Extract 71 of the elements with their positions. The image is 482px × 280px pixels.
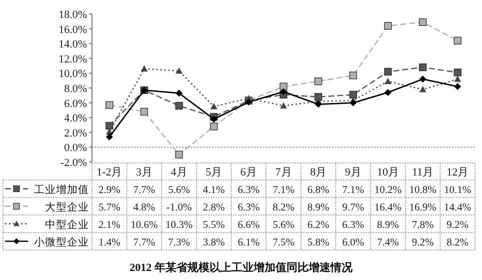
data-label: 10.2% [374,184,402,196]
legend-label: 大型企业 [45,200,89,214]
data-label: 2.9% [98,184,121,196]
data-label: 2.1% [98,220,121,231]
x-tick-label: 9月 [344,166,362,178]
data-label: 6.2% [307,220,330,231]
data-label: 4.1% [202,184,226,196]
data-label: 5.5% [202,220,226,231]
y-tick-label: 0.0% [64,142,87,154]
data-label: 6.3% [342,220,364,231]
data-label: 3.8% [202,237,226,248]
data-label: 2.8% [202,202,226,214]
data-label: 7.1% [342,184,364,196]
x-tick-label: 7月 [275,166,292,178]
data-label: 10.3% [165,220,193,231]
data-label: 7.5% [272,237,295,248]
data-label: 14.4% [444,202,472,214]
y-tick-label: -2.0% [60,157,87,169]
data-label: 8.9% [307,202,330,214]
legend-label: 中型企业 [45,218,89,231]
data-label: 5.8% [307,237,330,248]
x-tick-label: 12月 [446,166,469,178]
legend-label: 小微型企业 [34,235,89,248]
data-label: 6.3% [238,202,260,214]
data-label: 1.4% [98,237,121,248]
data-label: 16.4% [374,202,402,214]
y-tick-label: 10.0% [58,68,87,80]
data-label: 7.7% [133,237,156,248]
data-label: 6.1% [238,237,260,248]
y-tick-label: 8.0% [64,83,87,95]
y-tick-label: 18.0% [58,9,87,21]
x-tick-label: 1-2月 [96,166,122,178]
y-tick-label: 14.0% [58,38,87,51]
data-label: 4.8% [133,202,156,214]
data-label: 10.1% [444,184,472,196]
x-tick-label: 8月 [310,166,327,178]
data-label: 5.6% [168,184,190,196]
y-tick-label: 16.0% [58,24,87,36]
y-tick-label: 12.0% [58,53,87,66]
data-label: 8.2% [272,202,295,214]
data-label: 6.0% [342,237,364,248]
x-tick-label: 4月 [170,166,188,178]
y-tick-label: 6.0% [64,98,87,110]
x-tick-label: 5月 [206,166,222,178]
data-label: 16.9% [409,202,437,214]
data-label: 7.4% [377,237,400,248]
data-label: 9.7% [342,202,364,214]
data-label: 8.9% [377,220,400,231]
x-tick-label: 6月 [240,166,257,178]
text: 2012 年某省规模以上工业增加值同比增速情况 [130,261,354,274]
data-label: 6.8% [307,184,330,196]
data-label: 7.7% [133,184,156,196]
data-label: -1.0% [166,202,192,214]
data-label: 10.6% [130,220,158,231]
data-label: 7.8% [412,220,434,231]
data-label: 8.2% [446,237,469,248]
data-label: 5.7% [98,202,121,214]
legend-label: 工业增加值 [34,182,89,196]
y-tick-label: 4.0% [64,112,87,125]
x-tick-label: 11月 [412,166,434,178]
data-label: 7.1% [272,184,295,196]
data-label: 5.6% [272,220,295,231]
data-label: 9.2% [412,237,434,248]
data-label: 9.2% [446,220,469,231]
data-label: 6.6% [238,220,260,231]
data-label: 10.8% [409,184,437,196]
y-tick-label: 2.0% [64,127,87,140]
x-tick-label: 3月 [136,166,152,178]
data-label: 6.3% [238,184,260,196]
data-label: 7.3% [168,237,190,248]
x-tick-label: 10月 [376,166,399,178]
